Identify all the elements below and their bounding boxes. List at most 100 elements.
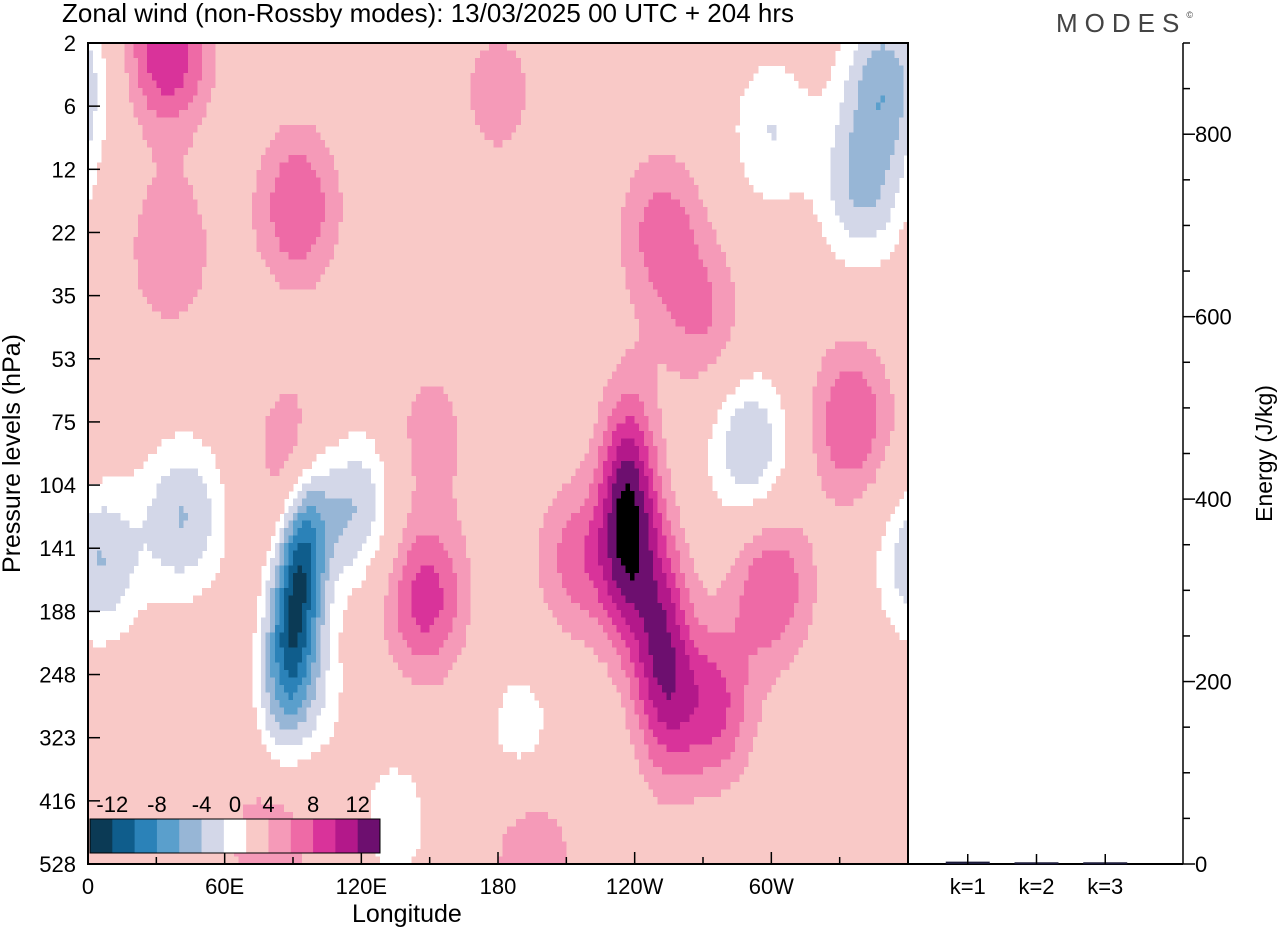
heatmap-cell xyxy=(470,244,476,253)
heatmap-cell xyxy=(561,95,567,104)
heatmap-cell xyxy=(211,169,217,178)
heatmap-cell xyxy=(452,192,458,201)
heatmap-cell xyxy=(402,162,408,171)
heatmap-cell xyxy=(848,72,854,81)
heatmap-cell xyxy=(429,207,435,216)
heatmap-cell xyxy=(320,214,326,223)
heatmap-cell xyxy=(580,110,586,119)
heatmap-cell xyxy=(570,184,577,193)
heatmap-cell xyxy=(734,177,741,186)
heatmap-cell xyxy=(274,132,280,141)
heatmap-cell xyxy=(147,237,153,246)
heatmap-cell xyxy=(885,125,891,134)
heatmap-cell xyxy=(406,110,413,119)
heatmap-cell xyxy=(607,177,613,186)
heatmap-cell xyxy=(680,87,686,96)
heatmap-cell xyxy=(352,184,358,193)
heatmap-cell xyxy=(853,110,859,119)
heatmap-cell xyxy=(807,237,813,246)
heatmap-cell xyxy=(529,43,536,52)
heatmap-cell xyxy=(885,154,891,164)
heatmap-cell xyxy=(165,87,171,96)
heatmap-cell xyxy=(725,229,731,238)
heatmap-cell xyxy=(356,184,362,193)
heatmap-cell xyxy=(584,57,590,66)
heatmap-cell xyxy=(575,80,581,89)
heatmap-cell xyxy=(621,43,627,52)
heatmap-cell xyxy=(675,162,681,171)
heatmap-cell xyxy=(876,50,882,59)
heatmap-cell xyxy=(438,244,444,253)
heatmap-cell xyxy=(689,65,695,74)
heatmap-cell xyxy=(338,50,344,59)
heatmap-cell xyxy=(302,229,308,238)
heatmap-cell xyxy=(639,229,645,238)
heatmap-cell xyxy=(220,125,226,134)
heatmap-cell xyxy=(156,251,162,261)
heatmap-cell xyxy=(238,192,244,201)
heatmap-cell xyxy=(557,199,563,208)
heatmap-cell xyxy=(393,50,399,59)
heatmap-cell xyxy=(707,132,713,141)
heatmap-cell xyxy=(215,147,221,156)
heatmap-cell xyxy=(443,207,449,216)
heatmap-cell xyxy=(675,244,681,253)
heatmap-cell xyxy=(488,50,495,59)
heatmap-cell xyxy=(124,162,130,171)
heatmap-cell xyxy=(265,184,271,193)
heatmap-cell xyxy=(324,147,331,156)
heatmap-cell xyxy=(229,169,235,178)
heatmap-cell xyxy=(361,110,367,119)
heatmap-cell xyxy=(201,192,208,201)
heatmap-cell xyxy=(580,43,586,52)
heatmap-cell xyxy=(311,110,317,119)
heatmap-cell xyxy=(570,177,577,186)
heatmap-cell xyxy=(602,199,608,208)
heatmap-cell xyxy=(716,117,722,126)
heatmap-cell xyxy=(338,177,344,186)
heatmap-cell xyxy=(411,154,417,164)
heatmap-cell xyxy=(543,50,549,59)
heatmap-cell xyxy=(425,177,431,186)
heatmap-cell xyxy=(598,57,604,66)
heatmap-cell xyxy=(142,140,148,149)
heatmap-cell xyxy=(821,65,827,74)
heatmap-cell xyxy=(233,117,239,126)
heatmap-cell xyxy=(703,214,709,223)
heatmap-cell xyxy=(156,162,162,171)
heatmap-cell xyxy=(816,251,823,261)
heatmap-cell xyxy=(119,192,126,201)
heatmap-cell xyxy=(557,214,563,223)
heatmap-cell xyxy=(384,169,390,178)
heatmap-cell xyxy=(315,95,321,104)
heatmap-cell xyxy=(766,57,772,66)
heatmap-cell xyxy=(734,65,741,74)
heatmap-cell xyxy=(643,140,649,149)
heatmap-cell xyxy=(397,43,403,52)
heatmap-cell xyxy=(502,50,508,59)
heatmap-cell xyxy=(416,147,422,156)
heatmap-cell xyxy=(671,50,677,59)
heatmap-cell xyxy=(106,169,112,178)
heatmap-cell xyxy=(889,154,895,164)
heatmap-cell xyxy=(197,169,203,178)
heatmap-cell xyxy=(361,237,367,246)
heatmap-cell xyxy=(293,57,299,66)
heatmap-cell xyxy=(238,199,244,208)
heatmap-cell xyxy=(434,222,440,231)
heatmap-cell xyxy=(479,237,485,246)
heatmap-cell xyxy=(297,147,303,156)
heatmap-cell xyxy=(698,147,704,156)
heatmap-cell xyxy=(370,65,376,74)
heatmap-cell xyxy=(343,244,349,253)
heatmap-cell xyxy=(402,154,408,164)
heatmap-cell xyxy=(520,140,526,149)
heatmap-cell xyxy=(652,102,659,111)
heatmap-cell xyxy=(347,132,353,141)
heatmap-cell xyxy=(543,237,549,246)
heatmap-cell xyxy=(402,147,408,156)
heatmap-cell xyxy=(429,222,435,231)
heatmap-cell xyxy=(657,237,663,246)
heatmap-cell xyxy=(133,169,139,178)
heatmap-cell xyxy=(406,214,413,223)
